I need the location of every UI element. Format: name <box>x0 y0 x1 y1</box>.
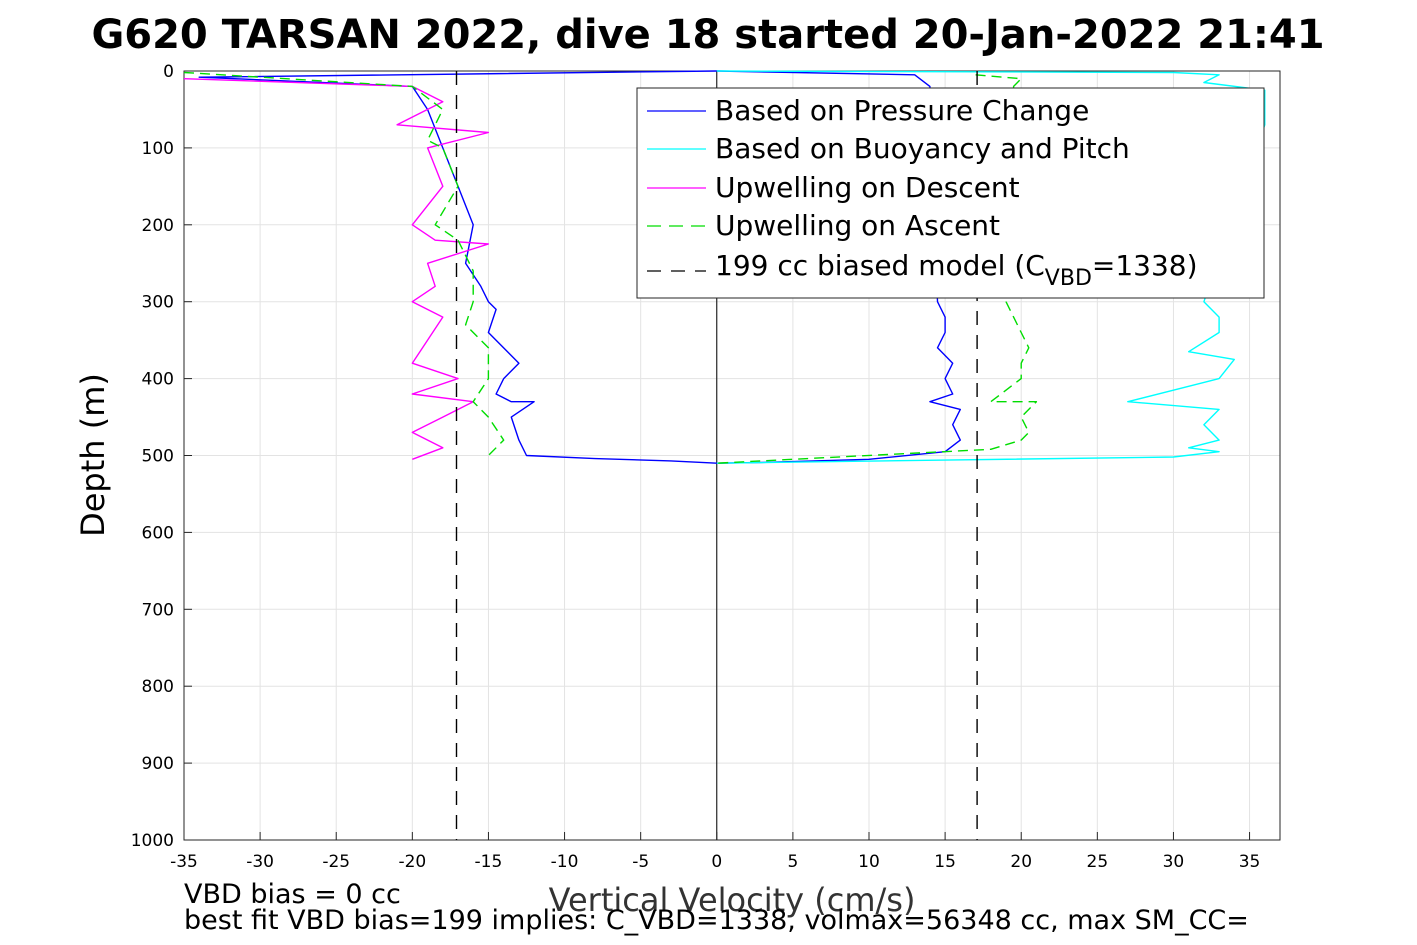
legend-label-model: 199 cc biased model (CVBD=1338) <box>715 249 1198 291</box>
y-tick-label: 300 <box>142 293 174 313</box>
y-tick-label: 1000 <box>131 831 174 851</box>
x-tick-label: 15 <box>934 852 956 872</box>
y-axis-ticks: 0 100 200 300 400 500 600 700 800 900 1000 <box>131 62 192 851</box>
legend-model-subscript: VBD <box>1045 266 1092 291</box>
x-tick-label: -10 <box>551 852 579 872</box>
x-tick-label: -20 <box>398 852 426 872</box>
legend-model-suffix: =1338) <box>1092 249 1198 282</box>
series-line-1-0 <box>716 70 1266 464</box>
series-line-0-0 <box>198 70 717 464</box>
y-tick-label: 700 <box>142 600 174 620</box>
x-tick-label: -30 <box>246 852 274 872</box>
y-axis-label: Depth (m) <box>74 373 112 537</box>
x-tick-label: 30 <box>1163 852 1185 872</box>
x-axis-label: Vertical Velocity (cm/s) <box>549 881 916 919</box>
x-tick-label: -35 <box>170 852 198 872</box>
legend-label-ascent: Upwelling on Ascent <box>715 209 1000 242</box>
series-line-2-0 <box>183 78 490 460</box>
y-tick-label: 800 <box>142 677 174 697</box>
y-tick-label: 600 <box>142 523 174 543</box>
y-tick-label: 100 <box>142 139 174 159</box>
y-tick-label: 400 <box>142 370 174 390</box>
y-tick-label: 200 <box>142 216 174 236</box>
x-tick-label: 25 <box>1087 852 1109 872</box>
legend-label-pressure: Based on Pressure Change <box>715 94 1089 127</box>
best-fit-note: best fit VBD bias=199 implies: C_VBD=133… <box>184 905 1249 936</box>
legend-label-buoyancy: Based on Buoyancy and Pitch <box>715 132 1130 165</box>
x-tick-label: 0 <box>711 852 722 872</box>
y-tick-label: 0 <box>163 62 174 82</box>
x-tick-label: -5 <box>632 852 649 872</box>
y-tick-label: 500 <box>142 447 174 467</box>
vbd-bias-note: VBD bias = 0 cc <box>184 879 401 910</box>
x-tick-label: 10 <box>858 852 880 872</box>
x-tick-label: -15 <box>475 852 503 872</box>
x-tick-label: -25 <box>322 852 350 872</box>
x-tick-label: 35 <box>1239 852 1261 872</box>
series-line-3-0 <box>183 71 505 456</box>
chart-title: G620 TARSAN 2022, dive 18 started 20-Jan… <box>91 12 1324 58</box>
x-tick-label: 20 <box>1010 852 1032 872</box>
y-tick-label: 900 <box>142 754 174 774</box>
x-axis-ticks: -35 -30 -25 -20 -15 -10 -5 0 5 10 15 20 25 30 35 <box>170 832 1260 872</box>
legend-model-prefix: 199 cc biased model (C <box>715 249 1045 282</box>
legend-label-descent: Upwelling on Descent <box>715 171 1020 204</box>
legend-box <box>636 87 1265 299</box>
legend: Based on Pressure Change Based on Buoyan… <box>636 87 1265 299</box>
x-tick-label: 5 <box>787 852 798 872</box>
